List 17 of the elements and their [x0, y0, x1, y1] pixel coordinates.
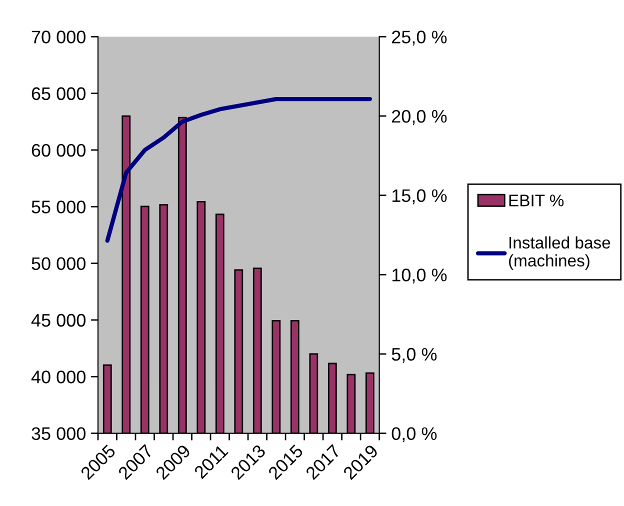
y2-tick-label: 0,0 %	[392, 427, 437, 442]
y-tick-label: 65 000	[32, 87, 86, 100]
y2-tick-label: 20,0 %	[392, 110, 447, 125]
legend-label: EBIT %	[509, 194, 564, 206]
y-tick-label: 60 000	[32, 144, 86, 157]
y-tick-label: 50 000	[32, 257, 86, 270]
y-tick-label: 40 000	[31, 370, 86, 384]
y2-tick-label: 10,0 %	[392, 268, 447, 284]
line-series	[105, 96, 372, 243]
y2-tick-label: 25,0 %	[392, 30, 447, 46]
y-tick-label: 45 000	[31, 314, 86, 327]
legend-label: Installed base (machines)	[509, 236, 610, 270]
y-tick-label: 70 000	[32, 30, 86, 44]
y-tick-label: 55 000	[32, 200, 86, 214]
y-tick-label: 35 000	[32, 427, 86, 440]
y2-tick-label: 5,0 %	[392, 348, 437, 363]
y2-tick-label: 15,0 %	[392, 189, 447, 204]
